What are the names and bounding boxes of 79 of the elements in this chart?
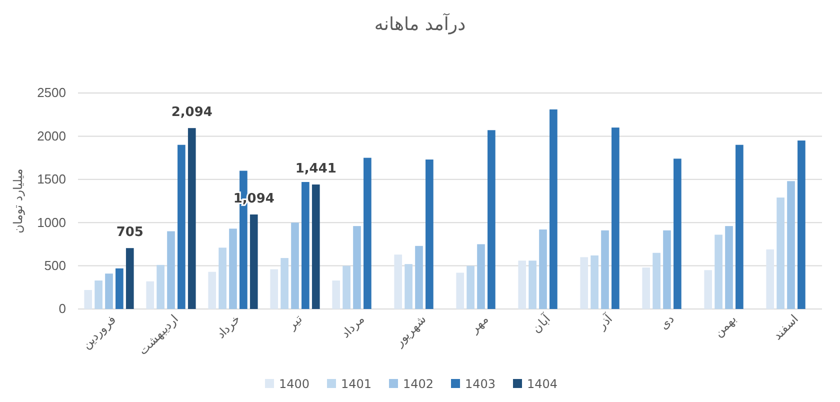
bar xyxy=(404,264,412,309)
bar xyxy=(456,272,464,309)
bar xyxy=(178,144,186,309)
data-label: 1,441 xyxy=(295,162,336,176)
bar xyxy=(518,260,526,309)
y-tick-label: 0 xyxy=(58,301,66,316)
bar xyxy=(580,257,588,309)
chart-title: درآمد ماهانه xyxy=(374,13,466,35)
bar xyxy=(612,128,620,309)
legend-label: 1403 xyxy=(465,377,496,391)
x-tick-label: شهریور xyxy=(391,312,429,350)
y-tick-label: 2000 xyxy=(37,128,66,144)
bar xyxy=(84,290,92,309)
x-tick-label: فروردین xyxy=(79,312,119,352)
bar xyxy=(312,184,320,309)
legend-label: 1400 xyxy=(279,377,310,391)
bar xyxy=(787,181,795,309)
bar xyxy=(426,160,434,309)
bar xyxy=(229,228,237,309)
bar xyxy=(94,280,102,309)
bar xyxy=(156,264,164,309)
data-label: 2,094 xyxy=(171,105,212,120)
x-tick-label: خرداد xyxy=(214,312,243,342)
x-tick-label: بهمن xyxy=(711,312,739,340)
x-tick-label: تیر xyxy=(284,312,305,333)
bar xyxy=(766,249,774,309)
bar xyxy=(477,244,485,309)
y-tick-label: 1000 xyxy=(37,214,66,230)
bar xyxy=(590,255,598,309)
bar xyxy=(270,269,278,309)
legend-label: 1404 xyxy=(527,377,558,391)
bar xyxy=(798,140,806,309)
x-tick-label: اسفند xyxy=(770,312,801,343)
bar xyxy=(704,270,712,309)
bar xyxy=(663,230,671,309)
x-tick-label: آبان xyxy=(528,310,554,336)
bar xyxy=(280,258,288,309)
bar xyxy=(188,128,196,309)
bar xyxy=(332,280,340,309)
y-tick-label: 2500 xyxy=(37,85,66,100)
bar xyxy=(466,266,474,309)
bar xyxy=(601,230,609,309)
bar xyxy=(776,198,784,309)
bar xyxy=(714,234,722,309)
bar xyxy=(342,266,350,309)
legend-label: 1402 xyxy=(403,377,434,391)
bar xyxy=(642,268,650,309)
bar xyxy=(725,226,733,309)
legend-label: 1401 xyxy=(341,377,372,391)
bar xyxy=(126,248,134,309)
bar xyxy=(250,214,258,309)
bar xyxy=(218,248,226,309)
bar xyxy=(146,281,154,309)
bar xyxy=(488,130,496,309)
x-tick-label: مرداد xyxy=(338,312,367,341)
x-tick-label: مهر xyxy=(466,312,491,336)
bar xyxy=(550,109,558,309)
bar xyxy=(394,254,402,309)
x-tick-label: دی xyxy=(656,312,677,332)
bar xyxy=(415,246,423,309)
x-tick-label: آذر xyxy=(594,310,616,333)
x-tick-label: اردیبهشت xyxy=(136,312,181,358)
data-label: 705 xyxy=(116,225,144,240)
bar xyxy=(167,231,175,309)
y-tick-label: 500 xyxy=(44,258,66,273)
bar xyxy=(208,272,216,309)
bar xyxy=(364,158,372,309)
y-axis-title: میلیارد تومان xyxy=(11,168,25,234)
bar xyxy=(105,274,113,309)
bar xyxy=(674,158,682,309)
bar xyxy=(353,226,361,309)
bar xyxy=(652,252,660,309)
bar xyxy=(116,268,124,309)
bar xyxy=(736,144,744,309)
bar xyxy=(302,182,310,309)
y-tick-label: 1500 xyxy=(37,172,66,187)
bar xyxy=(528,260,536,309)
bar xyxy=(291,222,299,309)
bar xyxy=(539,230,547,309)
